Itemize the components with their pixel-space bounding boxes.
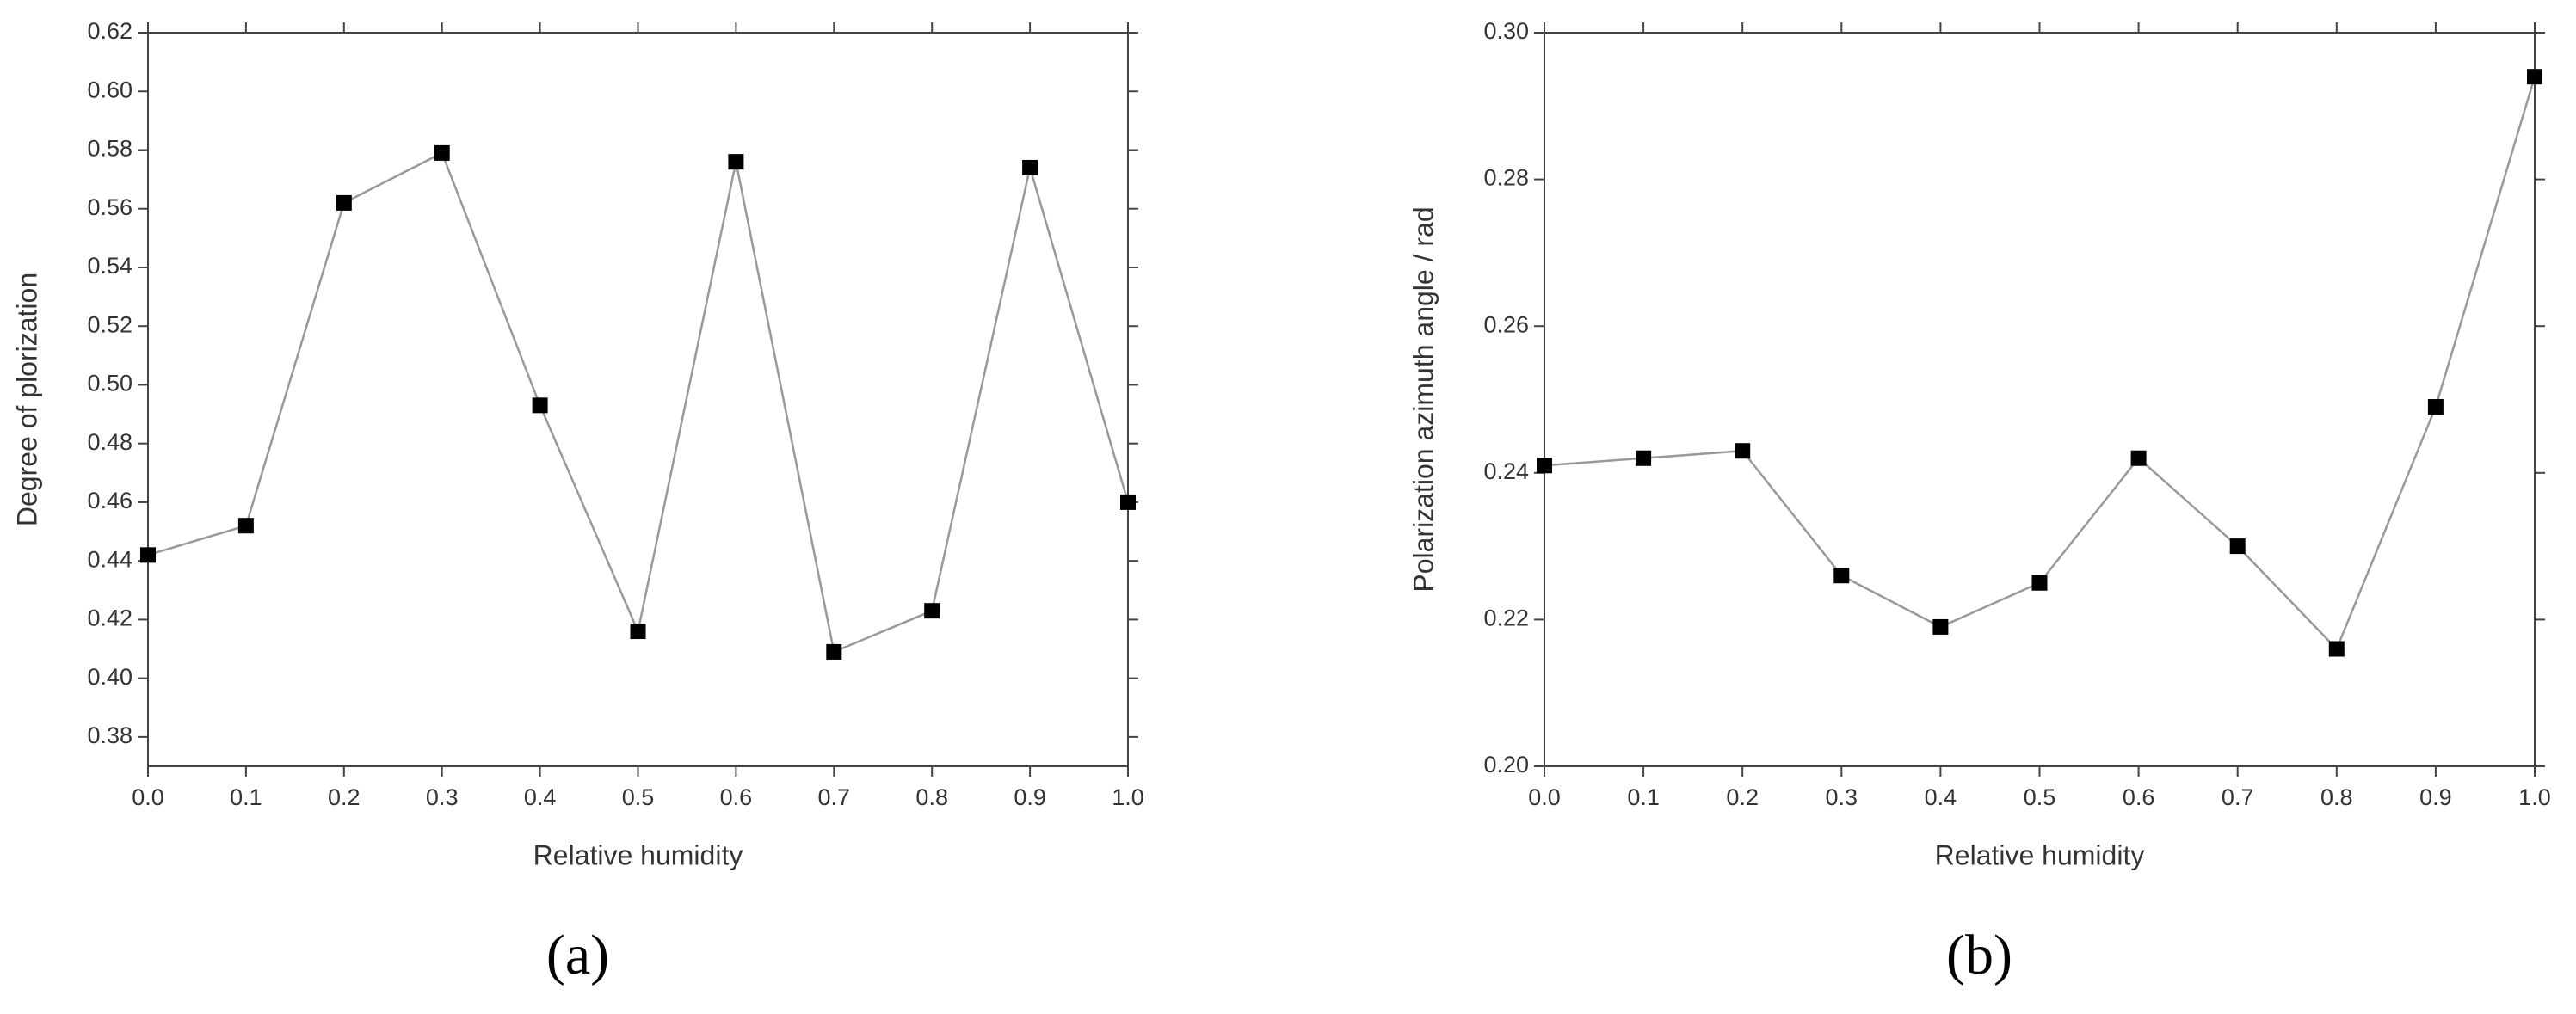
data-point (434, 144, 450, 161)
x-tick-label: 0.1 (230, 784, 262, 810)
x-tick-label: 0.2 (328, 784, 361, 810)
data-point (1120, 494, 1136, 510)
y-tick-label: 0.40 (87, 664, 132, 690)
chart-panel: 0.20 0.22 0.24 0.26 0.28 0.30 0.0 0.1 0.2 0.3 0.4 0… (1408, 18, 2550, 986)
y-tick-label: 0.38 (87, 722, 132, 748)
data-point (630, 624, 646, 640)
data-point (2527, 69, 2542, 85)
data-point (1932, 618, 1949, 635)
data-point (2031, 575, 2048, 591)
y-tick-label: 0.58 (87, 136, 132, 162)
data-point (2229, 538, 2246, 555)
plot-frame (1544, 32, 2536, 767)
plot-frame (147, 32, 1129, 767)
data-point (2427, 399, 2444, 415)
x-tick-label: 0.3 (1826, 784, 1858, 810)
x-tick-label: 0.6 (720, 784, 753, 810)
data-point (1833, 568, 1850, 584)
x-tick-label: 0.7 (818, 784, 851, 810)
x-tick-label: 0.7 (2222, 784, 2254, 810)
y-tick-label: 0.56 (87, 194, 132, 220)
data-point (924, 603, 940, 619)
y-tick-label: 0.52 (87, 311, 132, 337)
x-axis-label: Relative humidity (1935, 839, 2145, 870)
chart-panel: 0.38 0.40 0.42 0.44 0.46 0.48 0.50 0.52 0.54 0.56… (11, 18, 1143, 986)
data-point (728, 154, 744, 170)
x-tick-label: 0.1 (1627, 784, 1660, 810)
data-point (237, 518, 254, 534)
x-tick-label: 0.0 (132, 784, 164, 810)
y-tick-label: 0.42 (87, 605, 132, 631)
y-axis-label: Degree of plorization (11, 273, 42, 526)
x-tick-label: 1.0 (1112, 784, 1144, 810)
y-tick-label: 0.62 (87, 18, 132, 44)
x-tick-label: 0.0 (1528, 784, 1561, 810)
y-tick-label: 0.46 (87, 488, 132, 513)
x-tick-label: 0.4 (524, 784, 557, 810)
y-tick-label: 0.30 (1483, 18, 1529, 44)
y-tick-label: 0.26 (1483, 311, 1529, 337)
data-point (2328, 641, 2345, 657)
x-tick-label: 0.8 (2320, 784, 2353, 810)
x-tick-label: 0.2 (1726, 784, 1759, 810)
y-tick-label: 0.24 (1483, 458, 1529, 484)
y-tick-label: 0.28 (1483, 165, 1529, 191)
data-point (336, 194, 352, 211)
x-tick-label: 0.8 (915, 784, 948, 810)
y-tick-label: 0.50 (87, 371, 132, 396)
y-tick-label: 0.20 (1483, 752, 1529, 777)
x-tick-label: 0.4 (1925, 784, 1957, 810)
data-point (1735, 443, 1751, 459)
x-tick-label: 1.0 (2518, 784, 2551, 810)
y-tick-label: 0.44 (87, 546, 132, 572)
data-point (1636, 450, 1652, 466)
x-axis-label: Relative humidity (533, 839, 743, 870)
data-point (140, 547, 156, 563)
x-tick-label: 0.5 (622, 784, 655, 810)
data-point (1022, 159, 1038, 175)
y-axis-label: Polarization azimuth angle / rad (1408, 206, 1439, 592)
panel-caption: (b) (1946, 924, 2012, 986)
x-tick-label: 0.9 (1014, 784, 1046, 810)
data-point (826, 643, 842, 660)
y-tick-label: 0.60 (87, 77, 132, 102)
y-tick-label: 0.22 (1483, 605, 1529, 631)
y-tick-label: 0.54 (87, 253, 132, 279)
series-line (147, 151, 1130, 654)
data-point (2130, 450, 2147, 466)
x-tick-label: 0.5 (2024, 784, 2056, 810)
x-tick-label: 0.9 (2419, 784, 2452, 810)
x-tick-label: 0.3 (426, 784, 459, 810)
y-tick-label: 0.48 (87, 429, 132, 455)
panel-caption: (a) (546, 924, 609, 986)
data-point (532, 397, 548, 414)
series-line (1544, 76, 2536, 651)
x-tick-label: 0.6 (2123, 784, 2155, 810)
data-point (1537, 458, 1552, 474)
